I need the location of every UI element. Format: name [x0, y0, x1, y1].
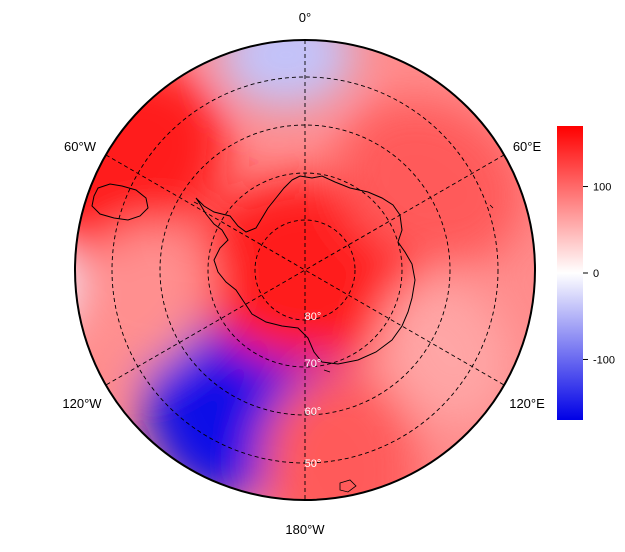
- lat-label-50: 50°: [305, 458, 322, 470]
- field-blob-5: [336, 98, 526, 265]
- colorbar-tick-label: 100: [593, 182, 611, 194]
- colorbar-tick-label: 0: [593, 268, 599, 280]
- colorbar-gradient: [557, 126, 583, 420]
- field-blob-6: [261, 370, 419, 500]
- colorbar: 100 0 -100: [557, 126, 615, 420]
- south-america-tip: [91, 183, 149, 221]
- latitude-circle-60: [159, 124, 451, 416]
- lon-label-0: 0°: [299, 10, 311, 25]
- lat-label-80: 80°: [305, 311, 322, 323]
- lon-label-180w: 180°W: [285, 522, 325, 537]
- map-boundary: [74, 39, 536, 501]
- antarctica-coastline: [195, 175, 416, 365]
- field-blob-3: [75, 63, 229, 261]
- lat-label-60: 60°: [305, 406, 322, 418]
- field-blob-1: [218, 40, 354, 109]
- colorbar-tick-label: -100: [593, 354, 615, 366]
- lat-label-70: 70°: [305, 358, 322, 370]
- lon-label-120e: 120°E: [509, 396, 545, 411]
- graticule: [105, 40, 505, 500]
- lon-label-120w: 120°W: [62, 396, 102, 411]
- anomaly-field: [75, 40, 535, 500]
- islands: [193, 201, 494, 493]
- lon-label-60w: 60°W: [64, 139, 97, 154]
- lon-label-60e: 60°E: [513, 139, 542, 154]
